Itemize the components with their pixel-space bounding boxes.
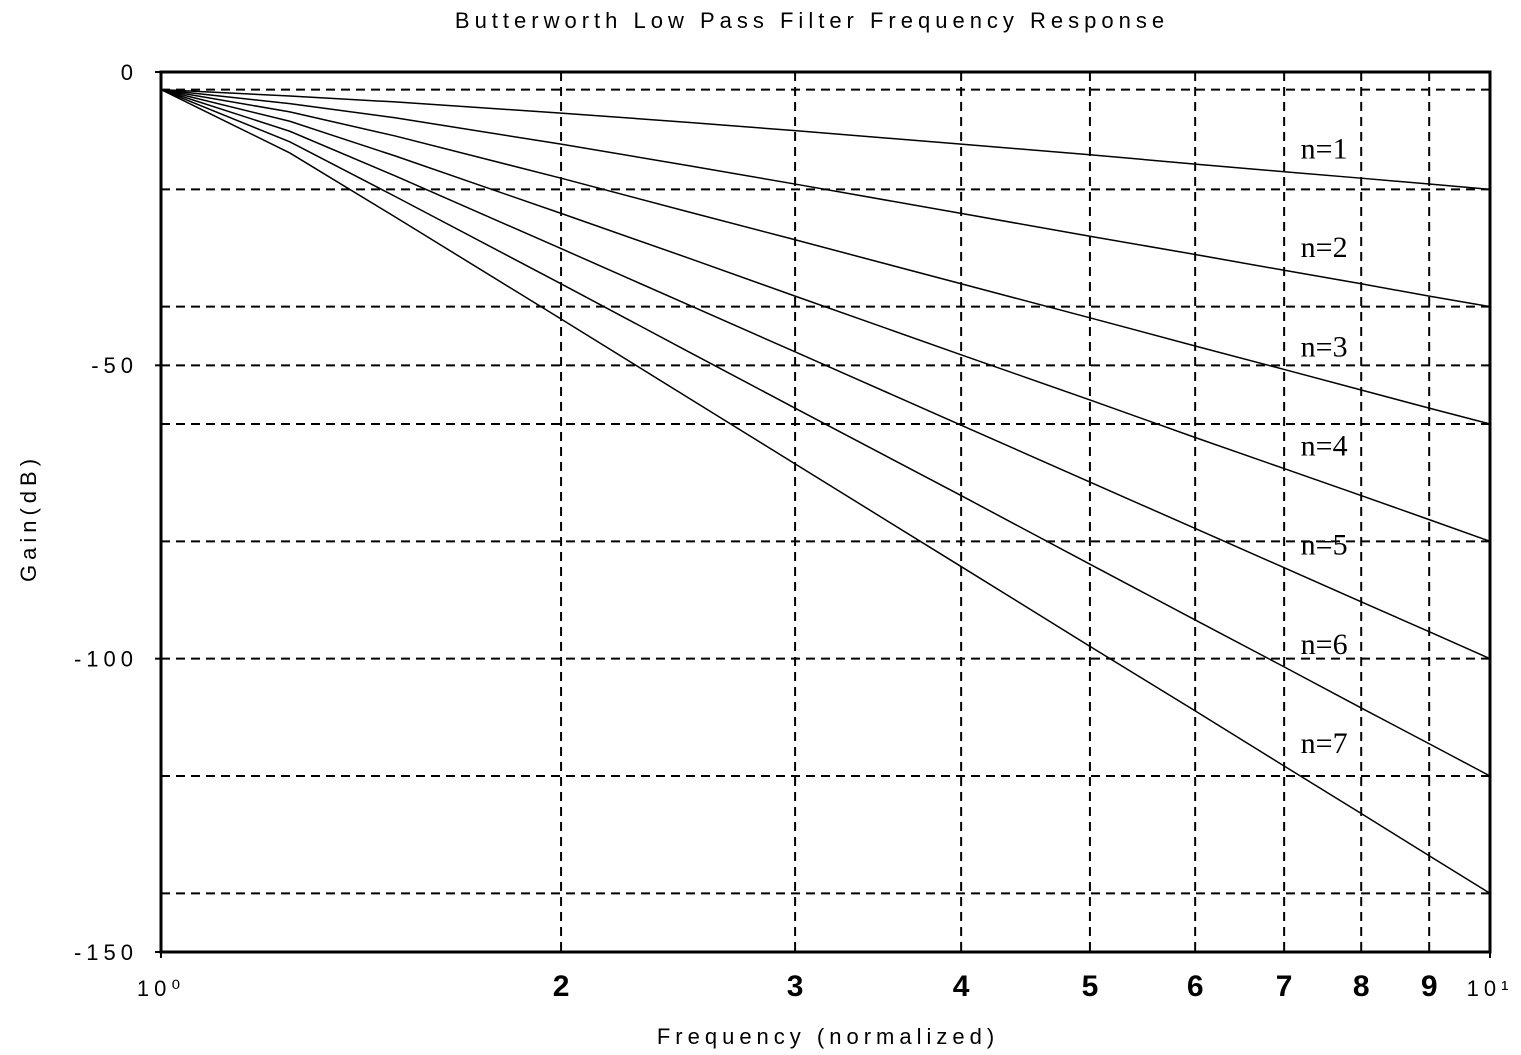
- series-label: n=1: [1301, 133, 1348, 166]
- y-tick-label: -50: [91, 353, 138, 378]
- series-label: n=4: [1301, 429, 1348, 462]
- y-axis-label: Gain(dB): [16, 454, 41, 582]
- x-tick-label: 4: [953, 970, 970, 1003]
- x-tick-label: 10¹: [1467, 976, 1514, 1001]
- series-label: n=5: [1301, 529, 1348, 562]
- x-tick-label: 7: [1276, 970, 1293, 1003]
- x-tick-label: 8: [1353, 970, 1370, 1003]
- plot-frame: [159, 70, 1492, 954]
- y-tick-label: 0: [121, 60, 138, 85]
- series-label: n=7: [1301, 727, 1348, 760]
- series-label: n=2: [1301, 231, 1348, 264]
- line: [160, 88, 1491, 543]
- line: [160, 88, 1491, 191]
- x-tick-label: 6: [1187, 970, 1204, 1003]
- line: [160, 88, 1491, 425]
- series-label: n=6: [1301, 628, 1348, 661]
- line: [160, 88, 1491, 660]
- line: [160, 88, 1491, 894]
- x-tick-label: 5: [1082, 970, 1099, 1003]
- x-tick-label: 2: [553, 970, 570, 1003]
- x-axis-label: Frequency (normalized): [657, 1024, 999, 1049]
- line: [160, 88, 1491, 308]
- chart-title: Butterworth Low Pass Filter Frequency Re…: [455, 8, 1169, 33]
- x-tick-label: 3: [787, 970, 804, 1003]
- y-tick-label: -100: [74, 646, 138, 671]
- line: [160, 88, 1491, 777]
- series-label: n=3: [1301, 330, 1348, 363]
- x-tick-label: 9: [1421, 970, 1438, 1003]
- y-tick-label: -150: [74, 940, 138, 965]
- x-tick-label: 10⁰: [137, 976, 185, 1001]
